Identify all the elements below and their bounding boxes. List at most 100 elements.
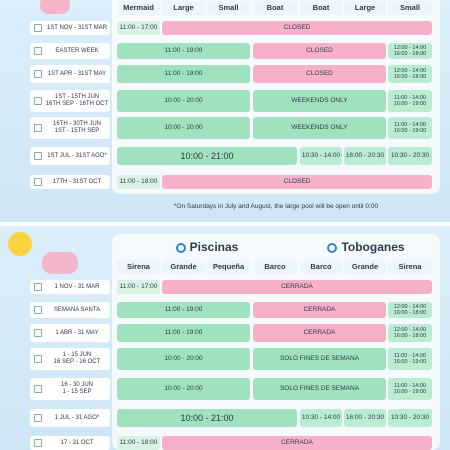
schedule-cell: CLOSED: [253, 43, 386, 59]
cell-text: CERRADA: [303, 329, 336, 337]
period-cell: 16TH - 30TH JUN 1ST - 15TH SEP: [30, 117, 110, 139]
schedule-cell: 10:30 - 20:30: [388, 147, 432, 165]
schedule-cell: SOLO FINES DE SEMANA: [253, 378, 386, 400]
sun-illustration: [8, 232, 32, 256]
column-header-text: Sirena: [398, 261, 422, 271]
period-cell: 1ST JUL - 31ST AGO*: [30, 147, 110, 165]
cell-text: 10:00 - 20:00: [164, 124, 203, 132]
column-header: Mermaid: [117, 1, 160, 15]
schedule-cell: SOLO FINES DE SEMANA: [253, 348, 386, 370]
schedule-cell: 10:00 - 20:00: [117, 117, 250, 139]
period-text: 16 SEP - 16 OCT: [53, 359, 101, 365]
column-header-text: Large: [354, 2, 376, 12]
group-title-text: Toboganes: [341, 240, 405, 255]
schedule-cell: 11:00 - 14:00 16:00 - 19:00: [388, 348, 432, 370]
schedule-cell: 16:00 - 20:30: [344, 409, 386, 427]
period-cell: 1 NOV - 31 MAR: [30, 280, 110, 294]
schedule-cell: 11:00 - 18:00: [117, 175, 160, 189]
column-header: Grande: [344, 260, 386, 274]
checkbox: [34, 152, 42, 160]
period-cell: 17 - 31 OCT: [30, 436, 110, 450]
period-text: 17 - 31 OCT: [60, 439, 94, 446]
column-header-text: Grande: [351, 261, 379, 271]
column-header-text: Barco: [310, 261, 332, 271]
period-text: 1 - 15 SEP: [62, 389, 92, 395]
cell-text: 11:00 - 18:00: [119, 178, 158, 186]
checkbox: [34, 283, 42, 291]
column-header: Boat: [300, 1, 342, 15]
schedule-cell: CERRADA: [253, 302, 386, 318]
schedule-cell: 10:00 - 21:00: [117, 409, 297, 427]
checkbox: [34, 355, 42, 363]
cell-text: 16:00 - 19:00: [393, 101, 427, 107]
schedule-cell: 10:30 - 20:30: [388, 409, 432, 427]
schedule-cell: CERRADA: [162, 436, 432, 450]
cell-text: CLOSED: [306, 70, 333, 78]
schedule-cell: 11:00 - 19:00: [117, 302, 250, 318]
period-text: 1 NOV - 31 MAR: [54, 283, 100, 290]
period-text: 1 JUL - 31 AGO*: [54, 414, 100, 421]
schedule-cell: 11:00 - 14:00 16:00 - 19:00: [388, 378, 432, 400]
column-header: Barco: [300, 260, 342, 274]
checkbox: [34, 414, 42, 422]
cell-text: 11:00 - 14:00: [393, 121, 426, 128]
cell-text: 11:00 - 18:00: [119, 439, 158, 447]
column-header-text: Grande: [170, 261, 197, 271]
cell-text: 16:00 - 19:00: [393, 389, 427, 395]
schedule-cell: 12:00 - 14:00 16:00 - 18:00: [388, 65, 432, 83]
clock-icon: [327, 243, 338, 253]
period-text: EASTER WEEK: [55, 47, 99, 54]
checkbox: [34, 47, 42, 55]
column-header: Sirena: [117, 260, 160, 274]
cell-text: 16:00 - 18:00: [393, 310, 427, 316]
cell-text: CERRADA: [303, 306, 336, 314]
column-header: Pequeña: [207, 260, 250, 274]
period-text: 16 - 30 JUN: [60, 382, 93, 389]
cell-text: CLOSED: [283, 178, 311, 186]
schedule-cell: 11:00 - 14:00 16:00 - 19:00: [388, 117, 432, 139]
sign-english: Mermaid Large Small Boat Boat Large Small 1ST N…: [0, 0, 450, 222]
schedule-cell: 16:00 - 20:30: [344, 147, 386, 165]
period-cell: EASTER WEEK: [30, 43, 110, 59]
period-text: 16TH - 30TH JUN: [52, 121, 101, 128]
period-cell: 1 ABR - 31 MAY: [30, 324, 110, 342]
column-header-text: Mermaid: [123, 2, 154, 12]
schedule-cell: 10:00 - 21:00: [117, 147, 297, 165]
cell-text: 12:00 - 14:00: [393, 326, 427, 333]
group-title-text: Piscinas: [189, 240, 239, 255]
period-text: 17TH - 31ST OCT: [52, 178, 102, 185]
cell-text: 16:00 - 18:00: [393, 51, 427, 57]
period-text: 1ST - 15TH JUN: [54, 94, 100, 101]
cell-text: 11:00 - 19:00: [164, 306, 203, 314]
schedule-cell: 11:00 - 19:00: [117, 65, 250, 83]
period-cell: 1 - 15 JUN 16 SEP - 16 OCT: [30, 348, 110, 370]
checkbox: [34, 24, 42, 32]
cell-text: 11:00 - 14:00: [393, 94, 426, 101]
schedule-cell: 12:00 - 14:00 16:00 - 18:00: [388, 43, 432, 59]
period-text: 1 ABR - 31 MAY: [55, 329, 99, 336]
cell-text: 10:30 - 14:00: [301, 152, 341, 160]
period-text: 1ST APR - 31ST MAY: [47, 70, 107, 77]
cell-text: 10:30 - 14:00: [301, 414, 341, 422]
column-header-text: Pequeña: [212, 261, 245, 271]
checkbox: [34, 329, 42, 337]
period-text: 16TH SEP - 16TH OCT: [45, 101, 109, 107]
cell-text: 12:00 - 14:00: [393, 303, 427, 310]
column-header: Large: [162, 1, 205, 15]
column-header: Grande: [162, 260, 205, 274]
column-header: Large: [344, 1, 386, 15]
period-cell: SEMANA SANTA: [30, 302, 110, 318]
cell-text: 11:00 - 19:00: [164, 70, 203, 78]
period-text: 1 - 15 JUN: [62, 352, 92, 359]
cell-text: 16:00 - 20:30: [345, 414, 385, 422]
column-header-text: Boat: [266, 2, 284, 12]
cell-text: 11:00 - 19:00: [164, 47, 203, 55]
period-cell: 1ST APR - 31ST MAY: [30, 65, 110, 83]
cell-text: CLOSED: [306, 47, 333, 55]
cell-text: CLOSED: [283, 24, 311, 32]
cell-text: 11:00 - 14:00: [393, 352, 426, 359]
schedule-cell: 11:00 - 19:00: [117, 43, 250, 59]
checkbox: [34, 124, 42, 132]
column-header: Small: [388, 1, 432, 15]
schedule-cell: WEEKENDS ONLY: [253, 117, 386, 139]
